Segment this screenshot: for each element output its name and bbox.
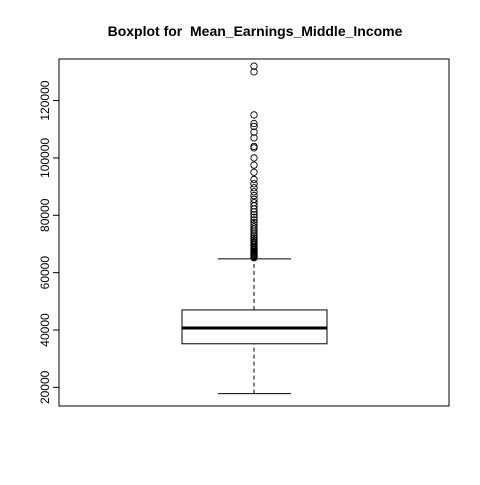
outlier-point bbox=[250, 144, 258, 152]
plot-frame bbox=[58, 58, 450, 407]
outlier-point bbox=[250, 142, 258, 151]
y-tick-label: 60000 bbox=[38, 256, 52, 290]
outlier-point bbox=[250, 175, 258, 184]
outlier-point bbox=[250, 168, 258, 176]
outlier-point bbox=[250, 122, 258, 131]
outlier-point bbox=[250, 62, 258, 70]
boxplot-box bbox=[181, 258, 328, 395]
outlier-point bbox=[250, 154, 258, 162]
outlier-point bbox=[250, 216, 258, 224]
y-tick-label: 100000 bbox=[38, 138, 52, 178]
outlier-point bbox=[250, 184, 258, 192]
chart-title: Boxplot for Mean_Earnings_Middle_Income bbox=[108, 23, 403, 39]
y-tick-label: 20000 bbox=[38, 370, 52, 404]
outlier-point bbox=[250, 180, 258, 188]
outlier-point bbox=[250, 211, 258, 219]
outlier-point bbox=[250, 188, 258, 196]
outlier-point bbox=[250, 134, 258, 142]
y-axis: 20000 40000 60000 80000 100000 120000 bbox=[38, 80, 59, 404]
outlier-point bbox=[250, 221, 258, 229]
outlier-point bbox=[250, 111, 258, 119]
outlier-point bbox=[250, 128, 258, 136]
outlier-point bbox=[250, 68, 258, 76]
y-tick-label: 120000 bbox=[38, 80, 52, 120]
outlier-point bbox=[250, 223, 258, 231]
y-tick-label: 80000 bbox=[38, 198, 52, 232]
outlier-point bbox=[250, 199, 258, 207]
outlier-points bbox=[250, 62, 258, 262]
outlier-point bbox=[250, 161, 258, 169]
outlier-point bbox=[250, 218, 258, 227]
outlier-point bbox=[250, 195, 258, 203]
outlier-point bbox=[250, 191, 258, 200]
outlier-point bbox=[250, 213, 258, 221]
outlier-point bbox=[250, 119, 258, 128]
y-tick-label: 40000 bbox=[38, 313, 52, 347]
